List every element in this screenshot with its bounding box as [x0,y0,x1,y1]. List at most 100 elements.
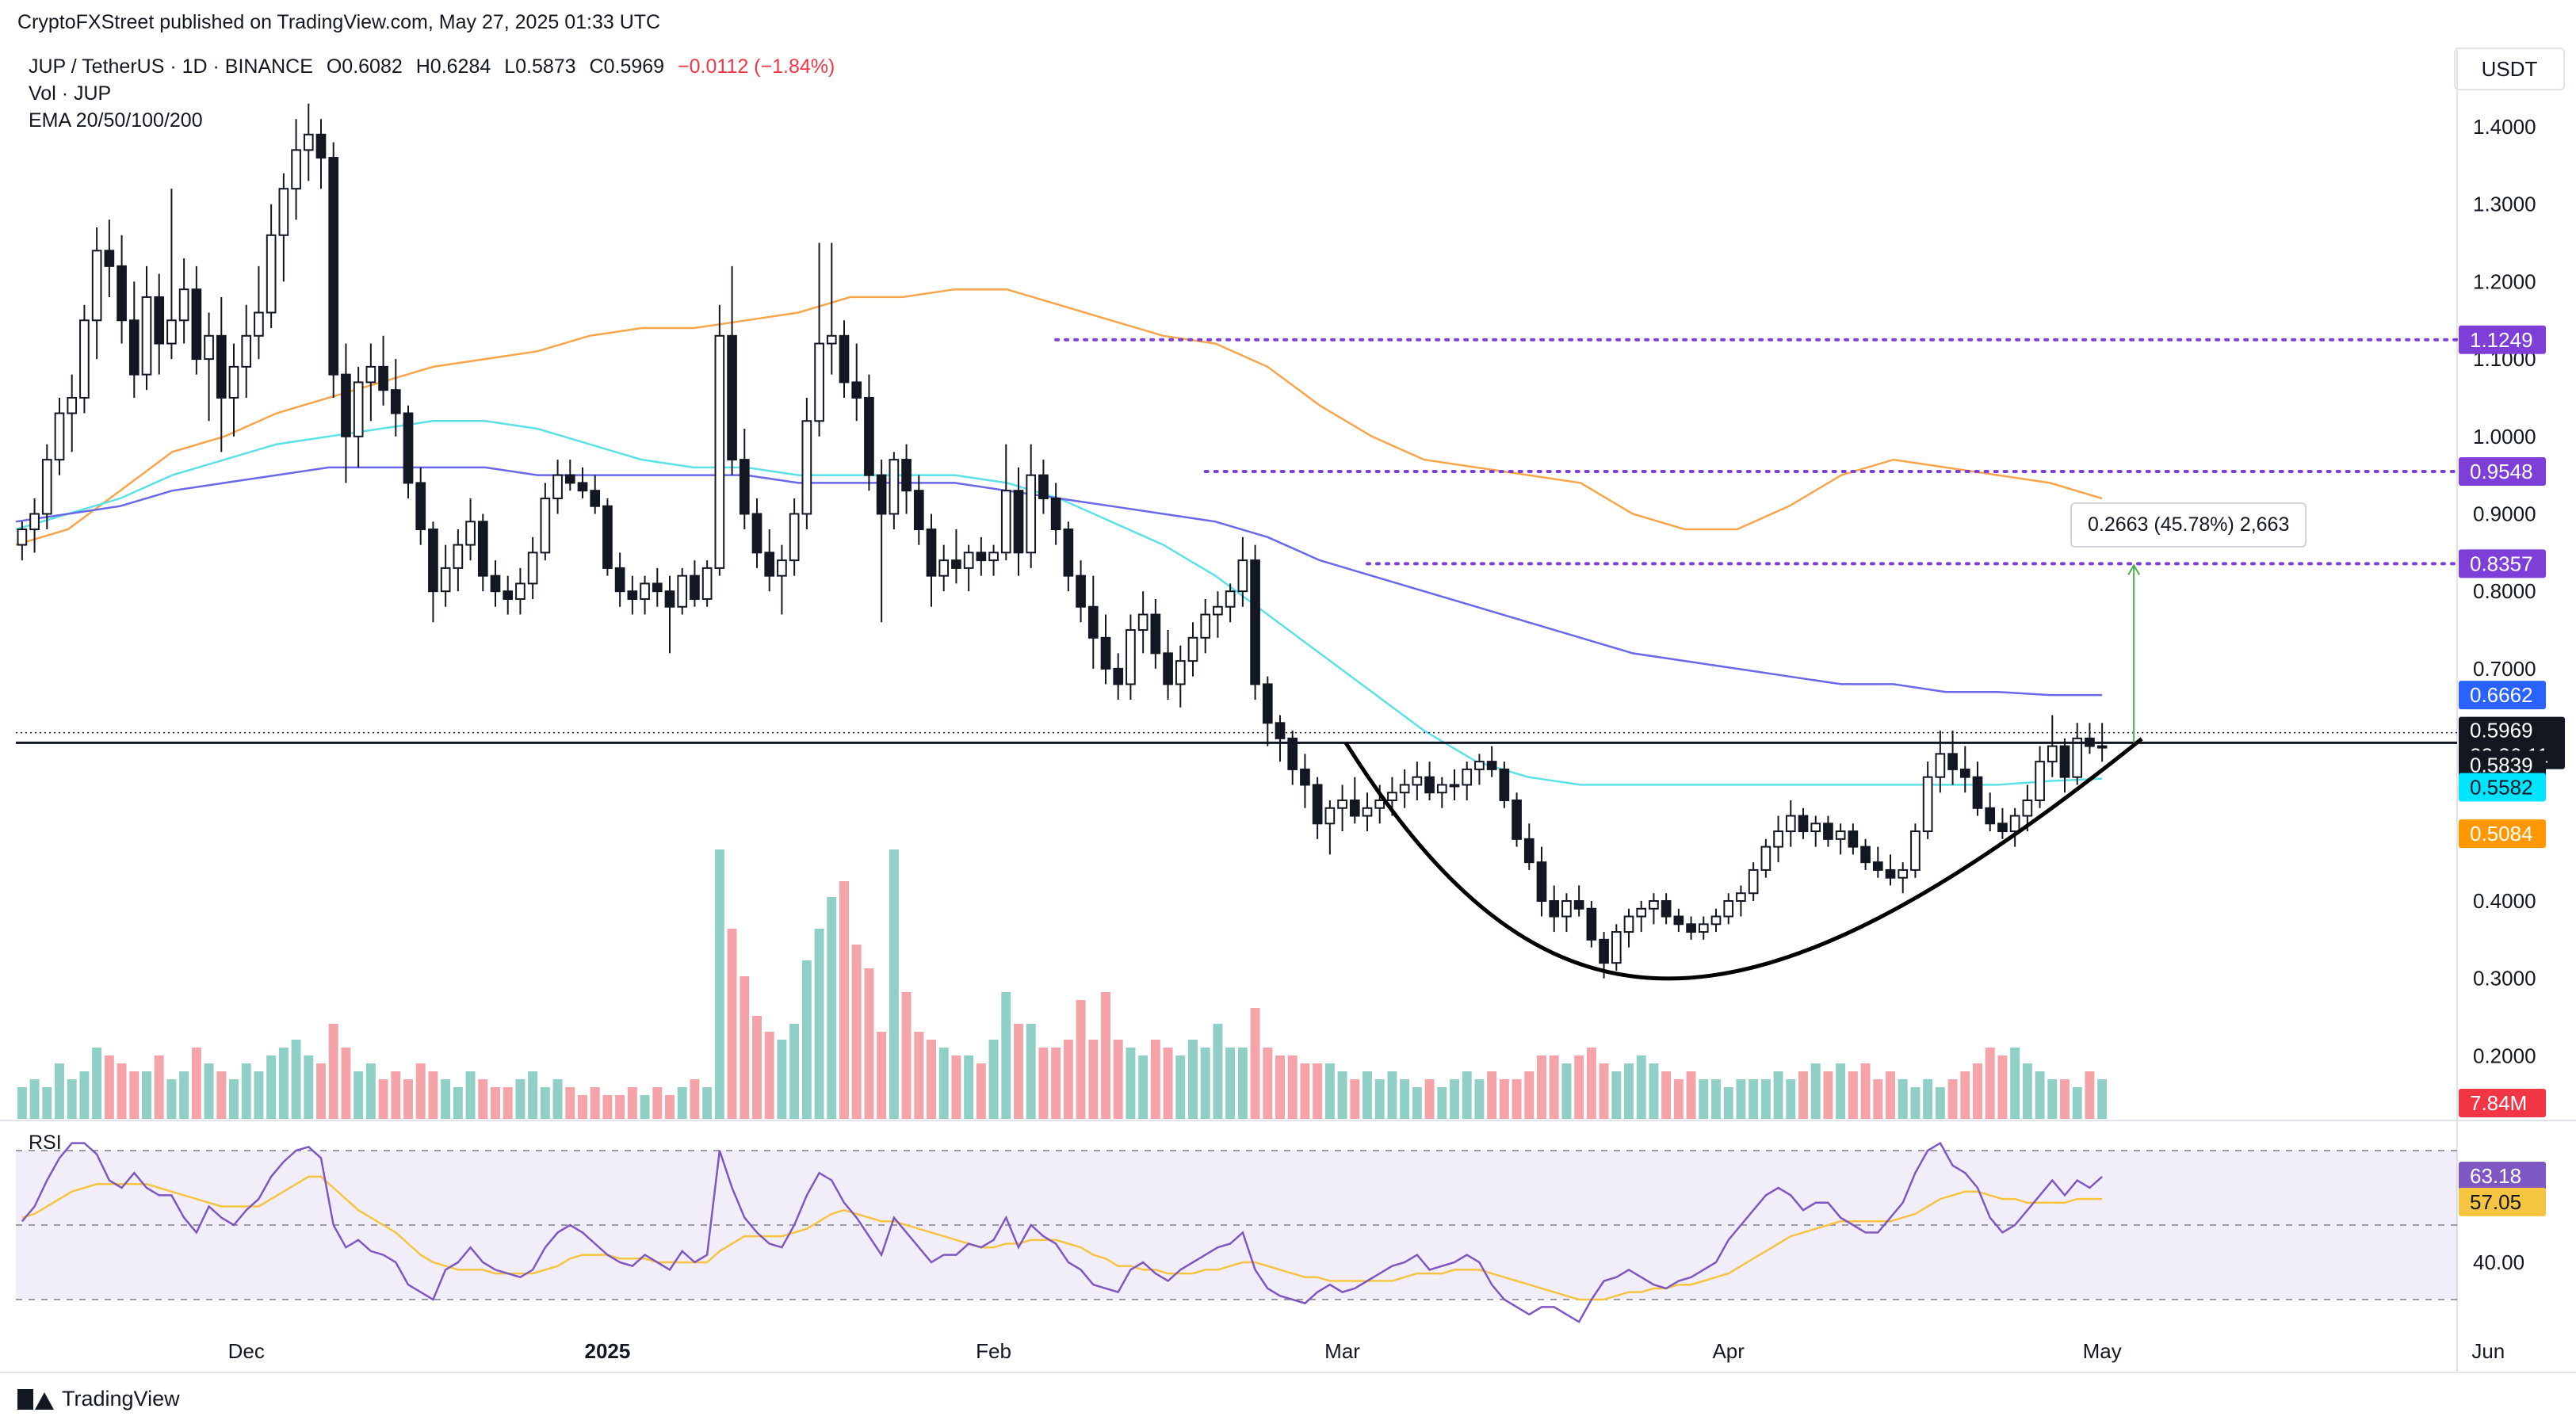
candle-body [988,552,999,562]
candle-body [141,296,152,376]
price-axis: 1.40001.30001.20001.10001.00000.90000.80… [2459,115,2565,1216]
candle-body [415,482,426,531]
volume-bar [540,1087,550,1119]
volume-bar [1611,1071,1622,1119]
candle-body [1972,776,1983,809]
tradingview-brand[interactable]: TradingView [17,1387,180,1411]
volume-bar [988,1040,999,1119]
time-tick-label: May [2083,1339,2122,1363]
price-tick-label: 0.7000 [2473,657,2536,681]
volume-bar [602,1095,613,1119]
candle-body [1835,830,1846,840]
volume-bar [1798,1071,1808,1119]
candle-body [1611,931,1622,964]
candle-body [1710,915,1722,926]
volume-bar [1910,1087,1921,1119]
candle-body [764,552,775,577]
candle-body [1586,907,1597,941]
volume-bar [316,1063,326,1119]
price-tick-label: 0.8000 [2473,579,2536,603]
volume-bar [1250,1008,1260,1119]
candle-body [1063,529,1074,577]
candle-body [1387,792,1397,801]
volume-bar [216,1071,227,1119]
volume-bar [2010,1048,2020,1119]
candle-body [1362,807,1373,817]
candles [17,103,2108,979]
volume-bar [565,1087,575,1119]
volume-bar [740,976,750,1119]
level-badge-label: 0.8357 [2470,552,2533,575]
volume-bar [391,1071,401,1119]
symbol-legend: JUP / TetherUS · 1D · BINANCE O0.6082 H0… [29,55,843,78]
volume-bar [1973,1063,1982,1119]
candle-body [1885,868,1896,879]
currency-unit-button[interactable]: USDT [2454,48,2565,90]
candle-body [1898,868,1909,879]
rsi-badge-label: 63.18 [2470,1164,2521,1188]
level-badge-label: 0.9548 [2470,460,2533,483]
volume-bar [117,1063,127,1119]
volume-bar [827,897,837,1119]
volume-bar [814,929,824,1119]
volume-badge [2459,1089,2546,1117]
time-tick-label: Mar [1324,1339,1360,1363]
candle-body [602,505,613,569]
rsi-legend[interactable]: RSI [29,1132,62,1154]
volume-bar [328,1024,338,1119]
volume-bar [727,929,737,1119]
volume-bar [1474,1079,1485,1119]
overlays [16,563,2457,981]
volume-bar [1723,1087,1733,1119]
volume-bar [839,881,849,1119]
ema-20-badge-label: 0.5084 [2470,822,2533,846]
volume-bar [1636,1055,1646,1119]
volume-bar [1624,1063,1634,1119]
volume-bar [590,1087,600,1119]
level-badge [2459,456,2546,486]
candle-body [1736,892,1746,902]
volume-bar [266,1055,277,1119]
volume-legend[interactable]: Vol · JUP [29,82,112,105]
candle-body [1287,737,1298,770]
volume-bar [914,1032,924,1119]
candle-body [1050,497,1061,531]
volume-bar [1836,1063,1846,1119]
level-badge-label: 1.1249 [2470,328,2533,352]
ema-legend[interactable]: EMA 20/50/100/200 [29,109,203,132]
volume-bar [1786,1079,1796,1119]
candle-body [1462,768,1473,786]
candle-body [1661,900,1672,918]
candle-body [54,412,65,461]
volume-bar [1760,1079,1771,1119]
candle-body [938,559,950,577]
candle-body [1026,474,1037,554]
candle-body [1748,868,1759,895]
candle-body [477,521,488,577]
rsi-panel: 40.00 [16,1141,2524,1323]
volume-bar [615,1095,625,1119]
candle-body [341,373,351,437]
volume-bar [2047,1079,2058,1119]
candle-body [278,188,289,236]
rsi-ma-line [21,1175,2103,1301]
candle-body [1424,776,1435,794]
volume-bar [951,1055,961,1119]
volume-bar [1898,1079,1908,1119]
candle-body [1512,799,1522,840]
candle-body [614,567,625,593]
volume-bar [491,1087,500,1119]
candle-body [527,552,538,585]
rsi-ma-badge [2459,1187,2546,1216]
candle-body [241,334,252,368]
volume-bar [515,1079,526,1119]
candle-body [1985,807,1996,825]
candle-body [976,552,987,562]
candle-body [1449,784,1460,788]
candle-body [365,365,376,384]
volume-bar [1088,1040,1099,1119]
time-tick-label: Apr [1712,1339,1745,1363]
candle-body [901,459,912,492]
candle-body [1412,776,1423,786]
